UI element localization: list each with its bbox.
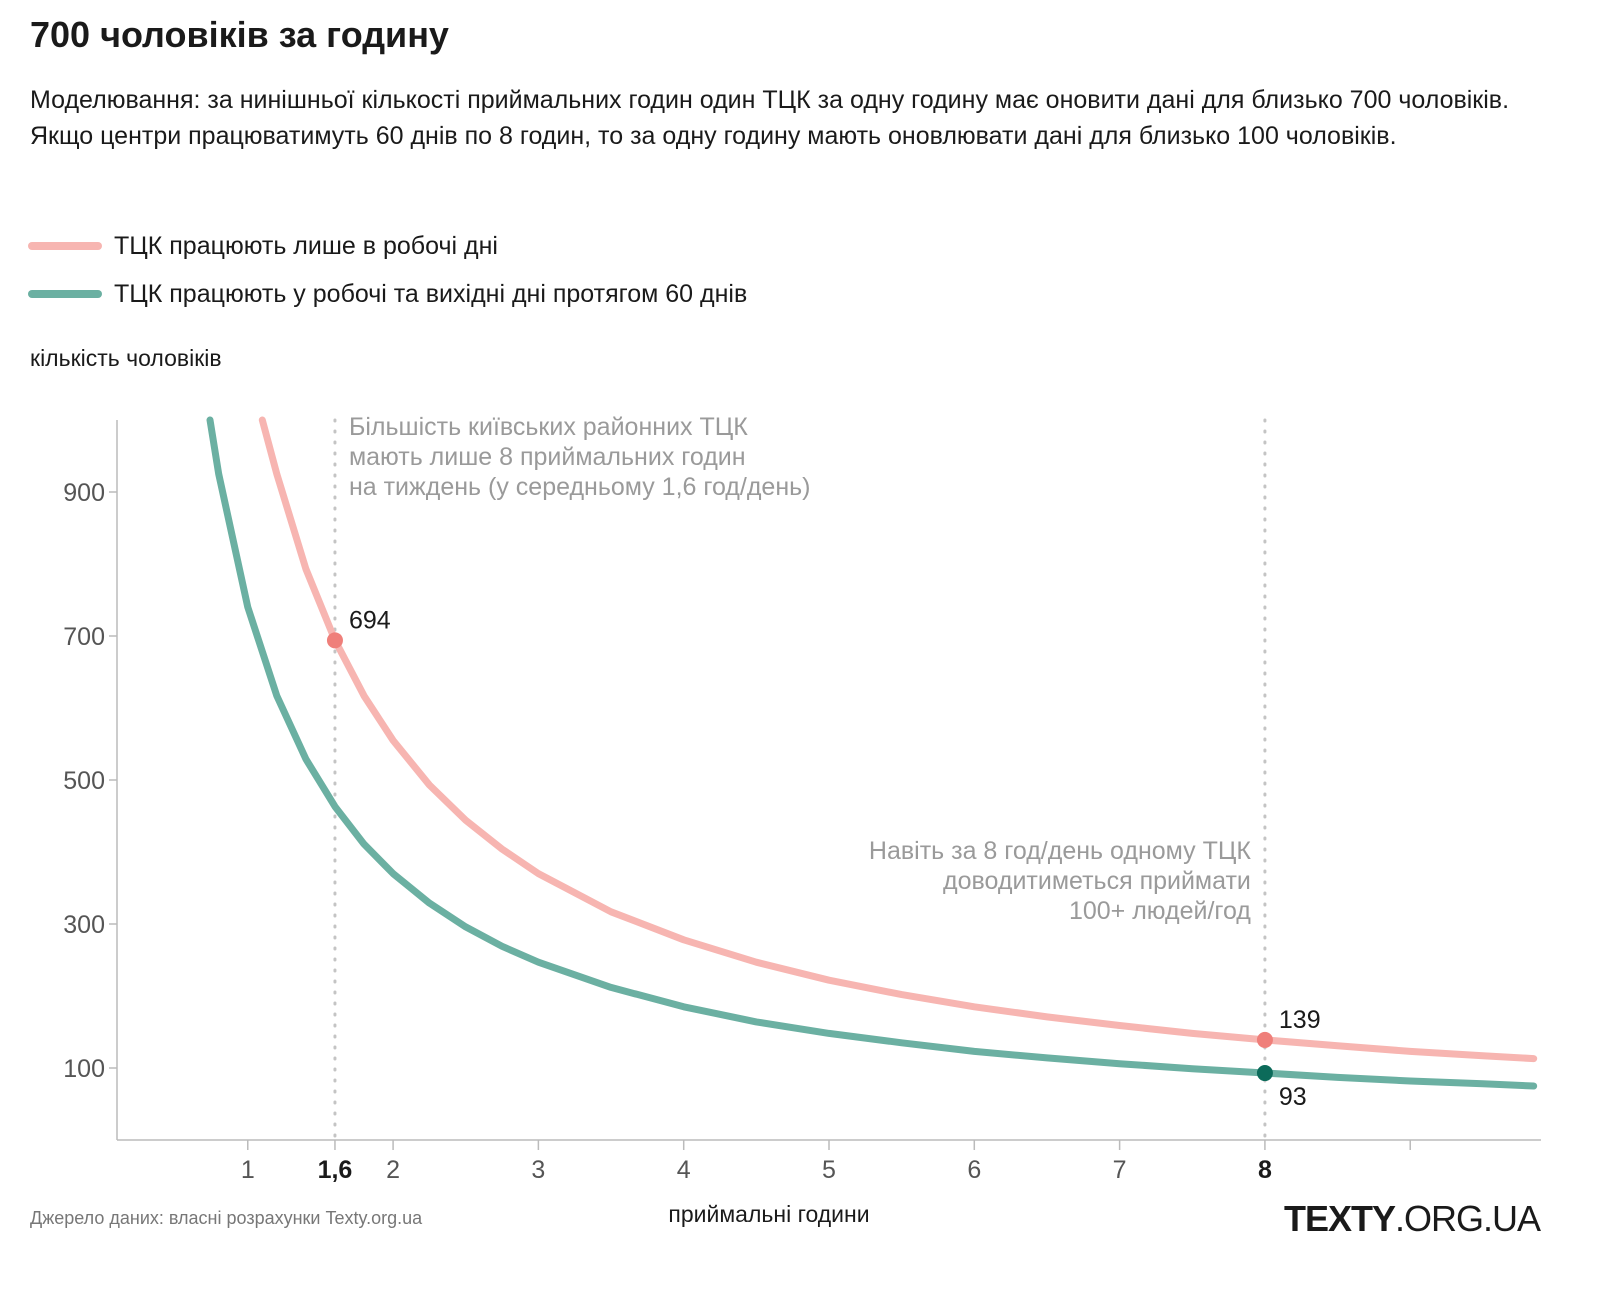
x-tick-label: 7 bbox=[1113, 1156, 1127, 1184]
y-tick-label: 700 bbox=[63, 623, 105, 651]
legend-item-weekdays: ТЦК працюють лише в робочі дні bbox=[28, 222, 747, 270]
y-tick-label: 100 bbox=[63, 1055, 105, 1083]
y-tick-label: 900 bbox=[63, 479, 105, 507]
annotation-text: 100+ людей/год bbox=[1069, 897, 1251, 925]
legend-label-all-days: ТЦК працюють у робочі та вихідні дні про… bbox=[114, 279, 748, 308]
logo-rest: .ORG.UA bbox=[1394, 1198, 1541, 1239]
x-tick-label: 1 bbox=[241, 1156, 255, 1184]
x-tick-label: 2 bbox=[386, 1156, 400, 1184]
chart-title: 700 чоловіків за годину bbox=[30, 14, 449, 55]
x-tick-label: 4 bbox=[677, 1156, 691, 1184]
logo-bold: TEXTY bbox=[1283, 1198, 1396, 1239]
y-tick-label: 500 bbox=[63, 767, 105, 795]
legend: ТЦК працюють лише в робочі дні ТЦК працю… bbox=[28, 222, 747, 318]
x-tick-label: 3 bbox=[531, 1156, 545, 1184]
brand-logo: TEXTY.ORG.UA bbox=[1283, 1198, 1541, 1240]
data-label: 694 bbox=[349, 606, 391, 634]
data-point bbox=[1256, 1065, 1273, 1082]
chart-subtitle: Моделювання: за нинішньої кількості прий… bbox=[30, 86, 1510, 150]
data-label: 93 bbox=[1279, 1083, 1307, 1111]
data-point bbox=[1256, 1031, 1273, 1048]
legend-item-all-days: ТЦК працюють у робочі та вихідні дні про… bbox=[28, 270, 747, 318]
annotation-text: Більшість київських районних ТЦК bbox=[349, 413, 748, 441]
source-note: Джерело даних: власні розрахунки Texty.o… bbox=[30, 1208, 423, 1228]
legend-swatch-weekdays bbox=[28, 242, 102, 250]
y-axis-label: кількість чоловіків bbox=[30, 345, 222, 371]
x-tick-label: 5 bbox=[822, 1156, 836, 1184]
y-tick-label: 300 bbox=[63, 911, 105, 939]
legend-label-weekdays: ТЦК працюють лише в робочі дні bbox=[114, 231, 498, 260]
annotation-text: мають лише 8 приймальних годин bbox=[349, 443, 746, 471]
series-line-all-days bbox=[206, 416, 1538, 1090]
annotation-text: доводитиметься приймати bbox=[943, 867, 1251, 895]
series-line-weekdays bbox=[258, 416, 1538, 1063]
x-tick-label: 8 bbox=[1258, 1156, 1272, 1184]
annotation-text: на тиждень (у середньому 1,6 год/день) bbox=[349, 473, 811, 501]
x-tick-label: 1,6 bbox=[318, 1156, 353, 1184]
data-point bbox=[326, 632, 343, 649]
annotation-text: Навіть за 8 год/день одному ТЦК bbox=[869, 837, 1251, 865]
x-axis-label: приймальні години bbox=[668, 1201, 869, 1227]
data-label: 139 bbox=[1279, 1006, 1321, 1034]
x-tick-label: 6 bbox=[967, 1156, 981, 1184]
legend-swatch-all-days bbox=[28, 290, 102, 298]
